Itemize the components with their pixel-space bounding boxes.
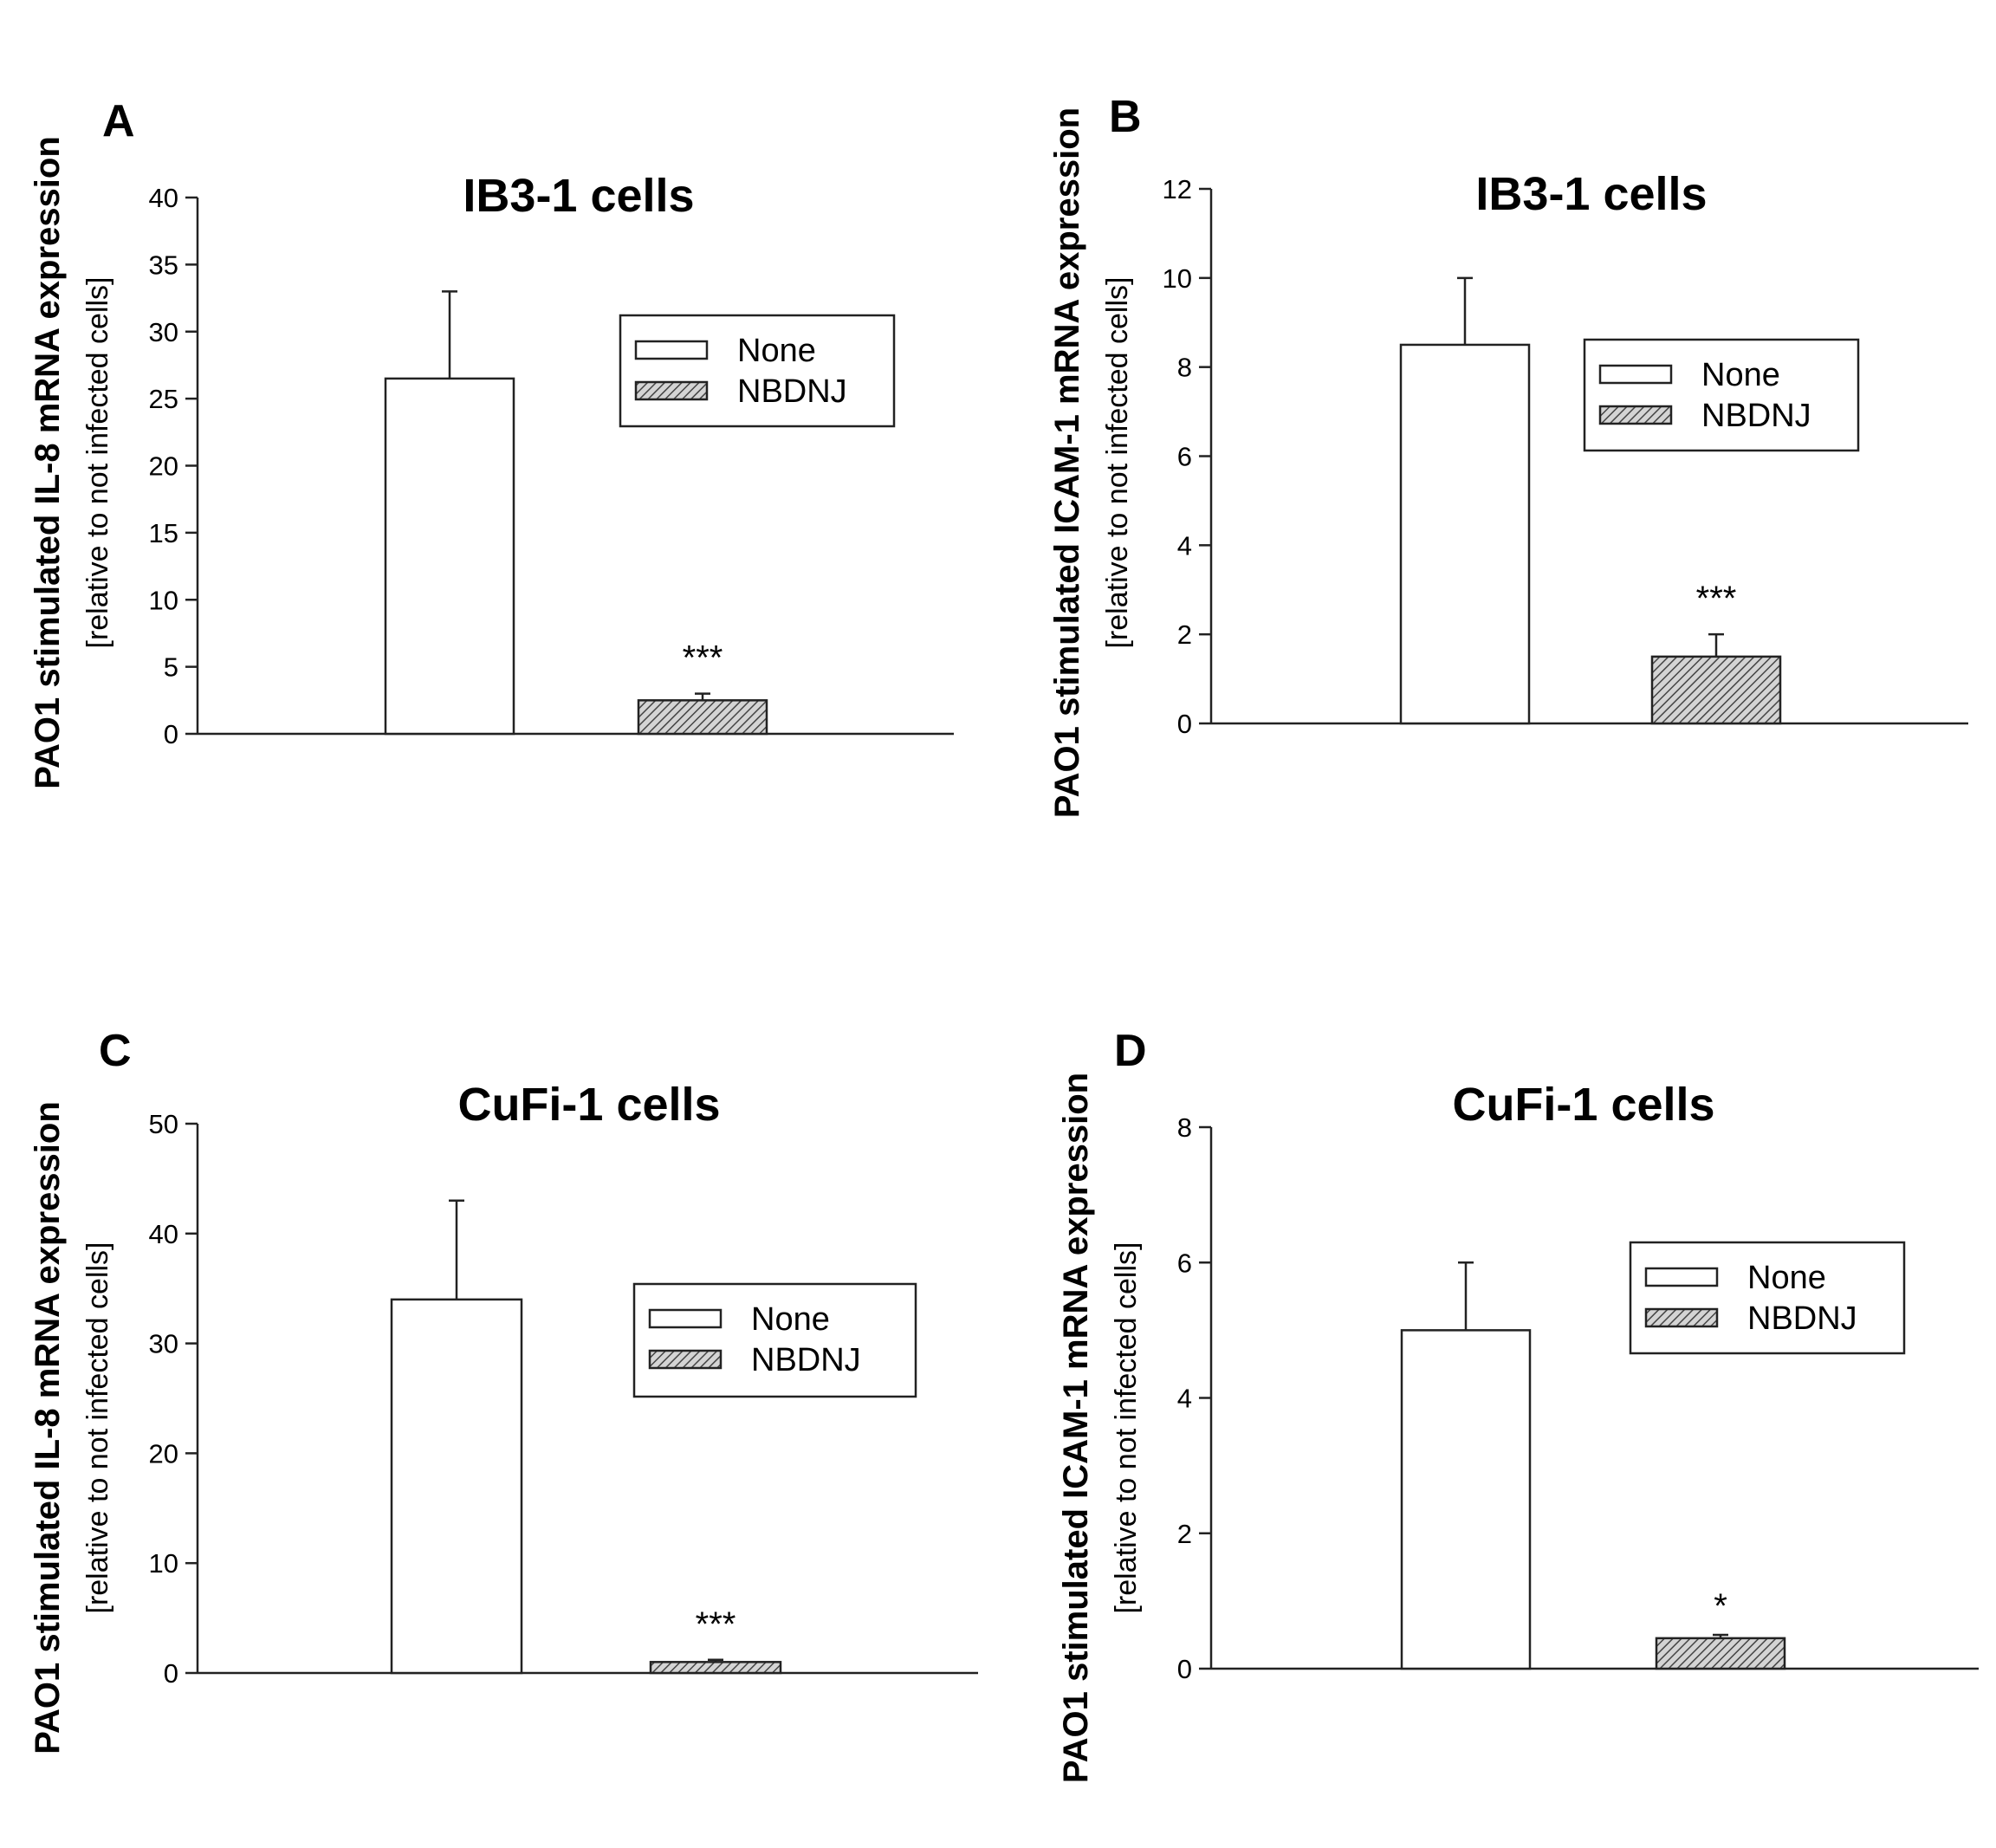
bar-none (1399, 343, 1531, 725)
bar-none (390, 1298, 523, 1675)
legend-label: None (1701, 357, 1780, 393)
chart-title: IB3-1 cells (463, 170, 694, 222)
legend-box (619, 314, 896, 428)
y-tick-label: 15 (149, 518, 178, 548)
y-tick-label: 2 (1177, 619, 1192, 650)
y-tick-label: 20 (149, 451, 178, 482)
y-tick-label: 2 (1177, 1519, 1192, 1549)
legend-box (1583, 338, 1860, 452)
legend-box (1629, 1241, 1906, 1355)
legend: None NBDNJ (1629, 1241, 1906, 1355)
y-tick-label: 0 (1177, 1654, 1192, 1684)
bar-nbdnj (1655, 1637, 1786, 1670)
y-tick-label: 8 (1177, 353, 1192, 383)
chart-title: CuFi-1 cells (1452, 1079, 1714, 1131)
y-tick-label: 0 (1177, 709, 1192, 739)
legend-swatch-nbdnj (634, 380, 709, 401)
chart-panel-d: D CuFi-1 cells PAO1 stimulated ICAM-1 mRNA… (1057, 1026, 1979, 1783)
bar-none (1400, 1329, 1532, 1670)
y-axis-sublabel: [relative to not infected cells] (1101, 276, 1134, 648)
y-tick-label: 4 (1177, 530, 1192, 561)
y-tick-label: 40 (149, 183, 178, 213)
y-tick-label: 10 (149, 585, 178, 615)
panel-letter: D (1114, 1026, 1147, 1076)
y-tick-label: 30 (149, 317, 178, 347)
legend-label: None (737, 333, 816, 369)
bar-none (384, 377, 515, 736)
legend-swatch-none (1598, 364, 1673, 385)
legend-label: NBDNJ (737, 373, 847, 410)
legend: None NBDNJ (632, 1282, 917, 1398)
legend-swatch-nbdnj (1644, 1307, 1719, 1328)
y-axis-label: PAO1 stimulated IL-8 mRNA expression (29, 1101, 67, 1754)
legend-swatch-none (1644, 1267, 1719, 1287)
panel-letter: C (99, 1026, 132, 1076)
chart-panel-c: C CuFi-1 cells PAO1 stimulated IL-8 mRNA e… (29, 1026, 978, 1754)
y-tick-label: 0 (164, 1658, 178, 1689)
y-axis-label: PAO1 stimulated ICAM-1 mRNA expression (1048, 107, 1086, 818)
legend-label: NBDNJ (751, 1342, 861, 1378)
legend: None NBDNJ (1583, 338, 1860, 452)
legend-swatch-nbdnj (648, 1349, 723, 1370)
y-axis-sublabel: [relative to not infected cells] (81, 1242, 114, 1613)
chart-panel-a: A IB3-1 cells PAO1 stimulated IL-8 mRNA ex… (29, 96, 954, 789)
y-axis-label: PAO1 stimulated ICAM-1 mRNA expression (1057, 1073, 1095, 1783)
y-tick-label: 35 (149, 250, 178, 280)
y-tick-label: 50 (149, 1109, 178, 1139)
y-tick-label: 12 (1163, 174, 1192, 204)
legend-swatch-none (634, 340, 709, 360)
legend-label: None (751, 1301, 830, 1338)
y-tick-label: 10 (1163, 263, 1192, 294)
y-tick-label: 10 (149, 1548, 178, 1579)
legend-label: None (1747, 1260, 1826, 1296)
y-axis-label: PAO1 stimulated IL-8 mRNA expression (29, 136, 67, 789)
y-tick-label: 5 (164, 652, 178, 683)
significance-mark: *** (1696, 580, 1737, 618)
y-tick-label: 8 (1177, 1112, 1192, 1143)
bar-nbdnj (637, 699, 768, 736)
chart-panel-b: B IB3-1 cells PAO1 stimulated ICAM-1 mRNA … (1048, 92, 1968, 818)
legend: None NBDNJ (619, 314, 896, 428)
panel-letter: B (1109, 92, 1142, 142)
y-axis-sublabel: [relative to not infected cells] (81, 276, 114, 648)
chart-title: IB3-1 cells (1475, 168, 1707, 220)
bar-nbdnj (649, 1661, 782, 1675)
y-tick-label: 40 (149, 1219, 178, 1249)
y-tick-label: 6 (1177, 1248, 1192, 1278)
panel-letter: A (102, 96, 135, 146)
significance-mark: *** (696, 1605, 736, 1644)
legend-swatch-none (648, 1308, 723, 1329)
y-tick-label: 0 (164, 719, 178, 749)
y-tick-label: 20 (149, 1438, 178, 1469)
legend-box (632, 1282, 917, 1398)
y-axis-sublabel: [relative to not infected cells] (1110, 1242, 1143, 1613)
legend-label: NBDNJ (1701, 398, 1811, 434)
y-tick-label: 6 (1177, 442, 1192, 472)
y-tick-label: 30 (149, 1329, 178, 1359)
legend-swatch-nbdnj (1598, 405, 1673, 425)
legend-label: NBDNJ (1747, 1300, 1857, 1337)
bar-nbdnj (1650, 655, 1782, 725)
significance-mark: *** (683, 639, 723, 678)
chart-title: CuFi-1 cells (457, 1079, 720, 1131)
significance-mark: * (1714, 1587, 1727, 1625)
y-tick-label: 4 (1177, 1384, 1192, 1414)
y-tick-label: 25 (149, 384, 178, 414)
